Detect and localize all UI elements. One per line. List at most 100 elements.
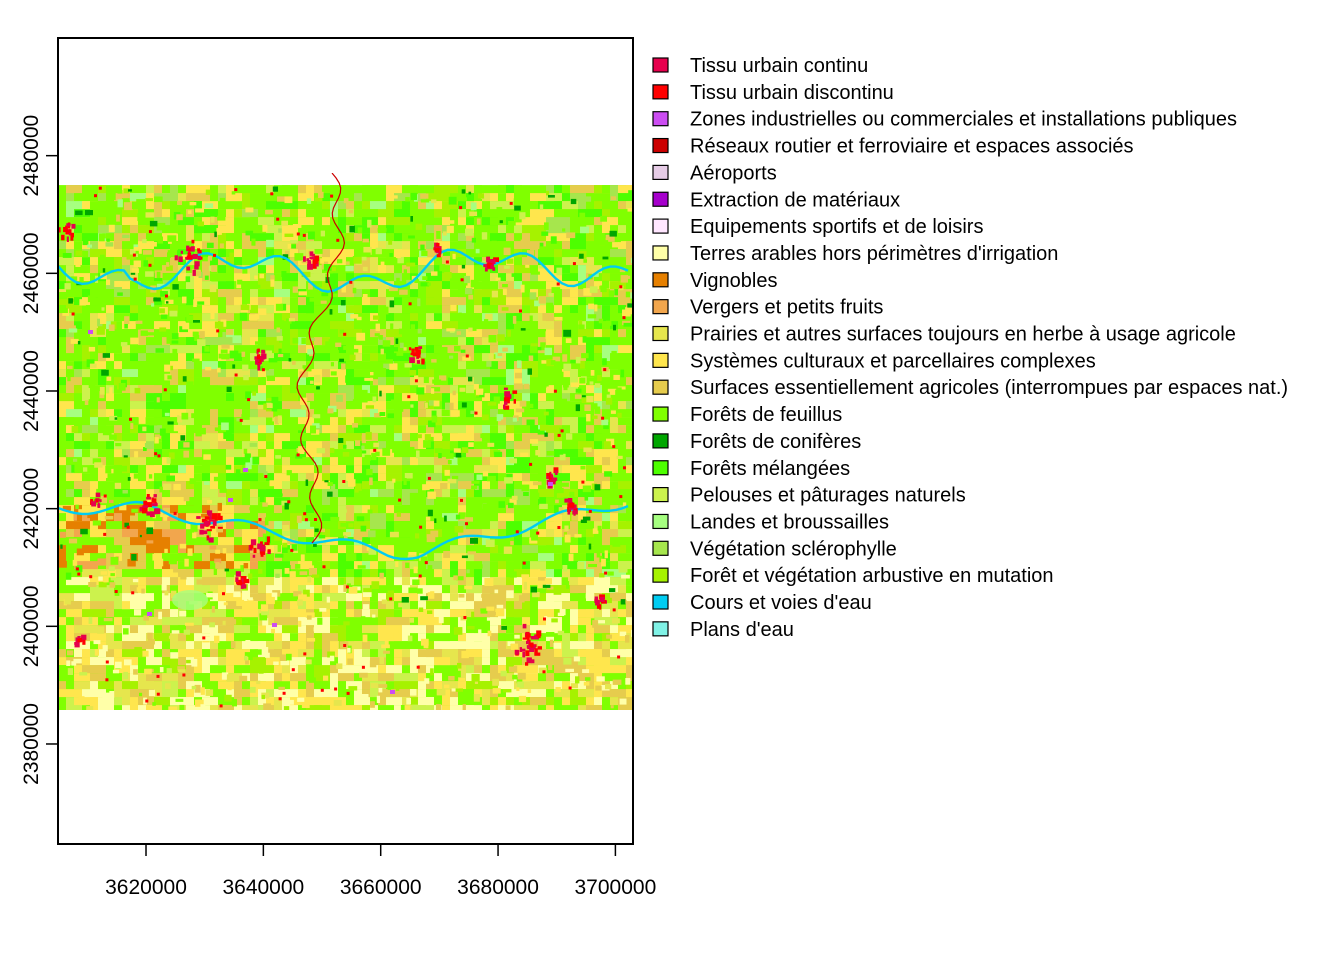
land-cover-cell bbox=[394, 521, 418, 538]
urban-area bbox=[146, 494, 150, 497]
land-cover-cell bbox=[544, 222, 549, 230]
legend-swatch bbox=[652, 594, 669, 610]
land-cover-cell bbox=[575, 388, 582, 393]
urban-area bbox=[514, 649, 520, 655]
land-cover-cell bbox=[194, 449, 202, 458]
land-cover-cell bbox=[277, 415, 282, 424]
urban-area bbox=[522, 651, 526, 658]
land-cover-cell bbox=[546, 697, 554, 706]
urban-area bbox=[460, 498, 463, 502]
land-cover-cell bbox=[130, 457, 146, 466]
land-cover-cell bbox=[366, 468, 373, 476]
x-tick-label: 3700000 bbox=[575, 876, 657, 899]
land-cover-cell bbox=[338, 433, 362, 442]
land-cover-cell bbox=[182, 376, 187, 382]
urban-area bbox=[595, 599, 600, 606]
land-cover-cell bbox=[66, 660, 71, 666]
land-cover-cell bbox=[360, 616, 366, 620]
urban-area bbox=[314, 518, 317, 521]
land-cover-cell bbox=[249, 686, 256, 693]
land-cover-cell bbox=[481, 414, 489, 421]
land-cover-cell bbox=[314, 457, 322, 466]
land-cover-cell bbox=[608, 724, 615, 729]
land-cover-cell bbox=[345, 375, 352, 383]
land-cover-cell bbox=[114, 417, 118, 420]
land-cover-cell bbox=[625, 307, 632, 315]
land-cover-cell bbox=[209, 284, 217, 293]
land-cover-cell bbox=[58, 257, 82, 266]
land-cover-cell bbox=[434, 681, 442, 690]
land-cover-cell bbox=[154, 521, 170, 530]
land-cover-cell bbox=[183, 442, 190, 448]
land-cover-cell bbox=[619, 267, 626, 273]
urban-area bbox=[212, 520, 217, 526]
land-cover-cell bbox=[242, 641, 266, 650]
land-cover-cell bbox=[210, 497, 226, 506]
land-cover-cell bbox=[498, 633, 522, 642]
land-cover-cell bbox=[440, 482, 448, 490]
land-cover-cell bbox=[123, 455, 128, 458]
land-cover-cell bbox=[487, 612, 496, 616]
land-cover-cell bbox=[330, 705, 338, 710]
land-cover-cell bbox=[416, 450, 420, 459]
land-cover-cell bbox=[194, 353, 202, 362]
urban-area bbox=[58, 227, 61, 233]
land-cover-cell bbox=[378, 689, 386, 706]
land-cover-cell bbox=[170, 652, 179, 659]
land-cover-cell bbox=[59, 308, 68, 313]
land-cover-cell bbox=[178, 545, 186, 554]
land-cover-cell bbox=[482, 585, 498, 594]
land-cover-cell bbox=[436, 704, 442, 710]
land-cover-cell bbox=[579, 377, 586, 384]
urban-area bbox=[503, 387, 508, 390]
urban-area bbox=[436, 242, 440, 247]
land-cover-cell bbox=[192, 532, 197, 539]
land-cover-cell bbox=[213, 476, 221, 482]
land-cover-cell bbox=[405, 562, 410, 568]
land-cover-cell bbox=[101, 369, 109, 376]
urban-area bbox=[282, 691, 286, 695]
land-cover-cell bbox=[450, 465, 458, 474]
land-cover-cell bbox=[559, 609, 566, 616]
land-cover-cell bbox=[305, 612, 315, 618]
land-cover-cell bbox=[617, 412, 622, 418]
land-cover-cell bbox=[234, 505, 250, 514]
land-cover-cell bbox=[396, 348, 404, 356]
land-cover-cell bbox=[239, 675, 248, 682]
land-cover-cell bbox=[504, 265, 510, 269]
land-cover-cell bbox=[286, 318, 292, 324]
land-cover-cell bbox=[562, 201, 578, 210]
land-cover-cell bbox=[602, 289, 610, 298]
land-cover-cell bbox=[352, 399, 362, 406]
land-cover-cell bbox=[418, 313, 426, 322]
land-cover-cell bbox=[468, 306, 474, 311]
land-cover-cell bbox=[501, 626, 507, 630]
urban-area bbox=[373, 448, 377, 452]
land-cover-cell bbox=[577, 561, 585, 570]
land-cover-cell bbox=[509, 458, 517, 464]
land-cover-cell bbox=[98, 193, 106, 202]
urban-area bbox=[217, 526, 223, 529]
land-cover-cell bbox=[498, 521, 506, 530]
land-cover-cell bbox=[525, 264, 530, 268]
land-cover-cell bbox=[162, 241, 170, 250]
land-cover-cell bbox=[538, 265, 554, 282]
land-cover-cell bbox=[592, 620, 599, 628]
land-cover-cell bbox=[258, 341, 264, 347]
land-cover-cell bbox=[347, 658, 354, 665]
land-cover-cell bbox=[127, 477, 131, 481]
land-cover-cell bbox=[147, 632, 153, 639]
land-cover-cell bbox=[491, 290, 498, 298]
land-cover-cell bbox=[58, 593, 74, 602]
land-cover-cell bbox=[58, 545, 66, 562]
land-cover-cell bbox=[140, 279, 147, 287]
land-cover-cell bbox=[490, 545, 498, 554]
land-cover-cell bbox=[82, 377, 90, 386]
land-cover-cell bbox=[346, 402, 356, 410]
land-cover-cell bbox=[346, 681, 370, 690]
urban-area bbox=[408, 302, 412, 306]
land-cover-cell bbox=[99, 470, 108, 478]
land-cover-cell bbox=[286, 470, 292, 476]
land-cover-cell bbox=[618, 529, 633, 538]
land-cover-cell bbox=[514, 281, 522, 290]
